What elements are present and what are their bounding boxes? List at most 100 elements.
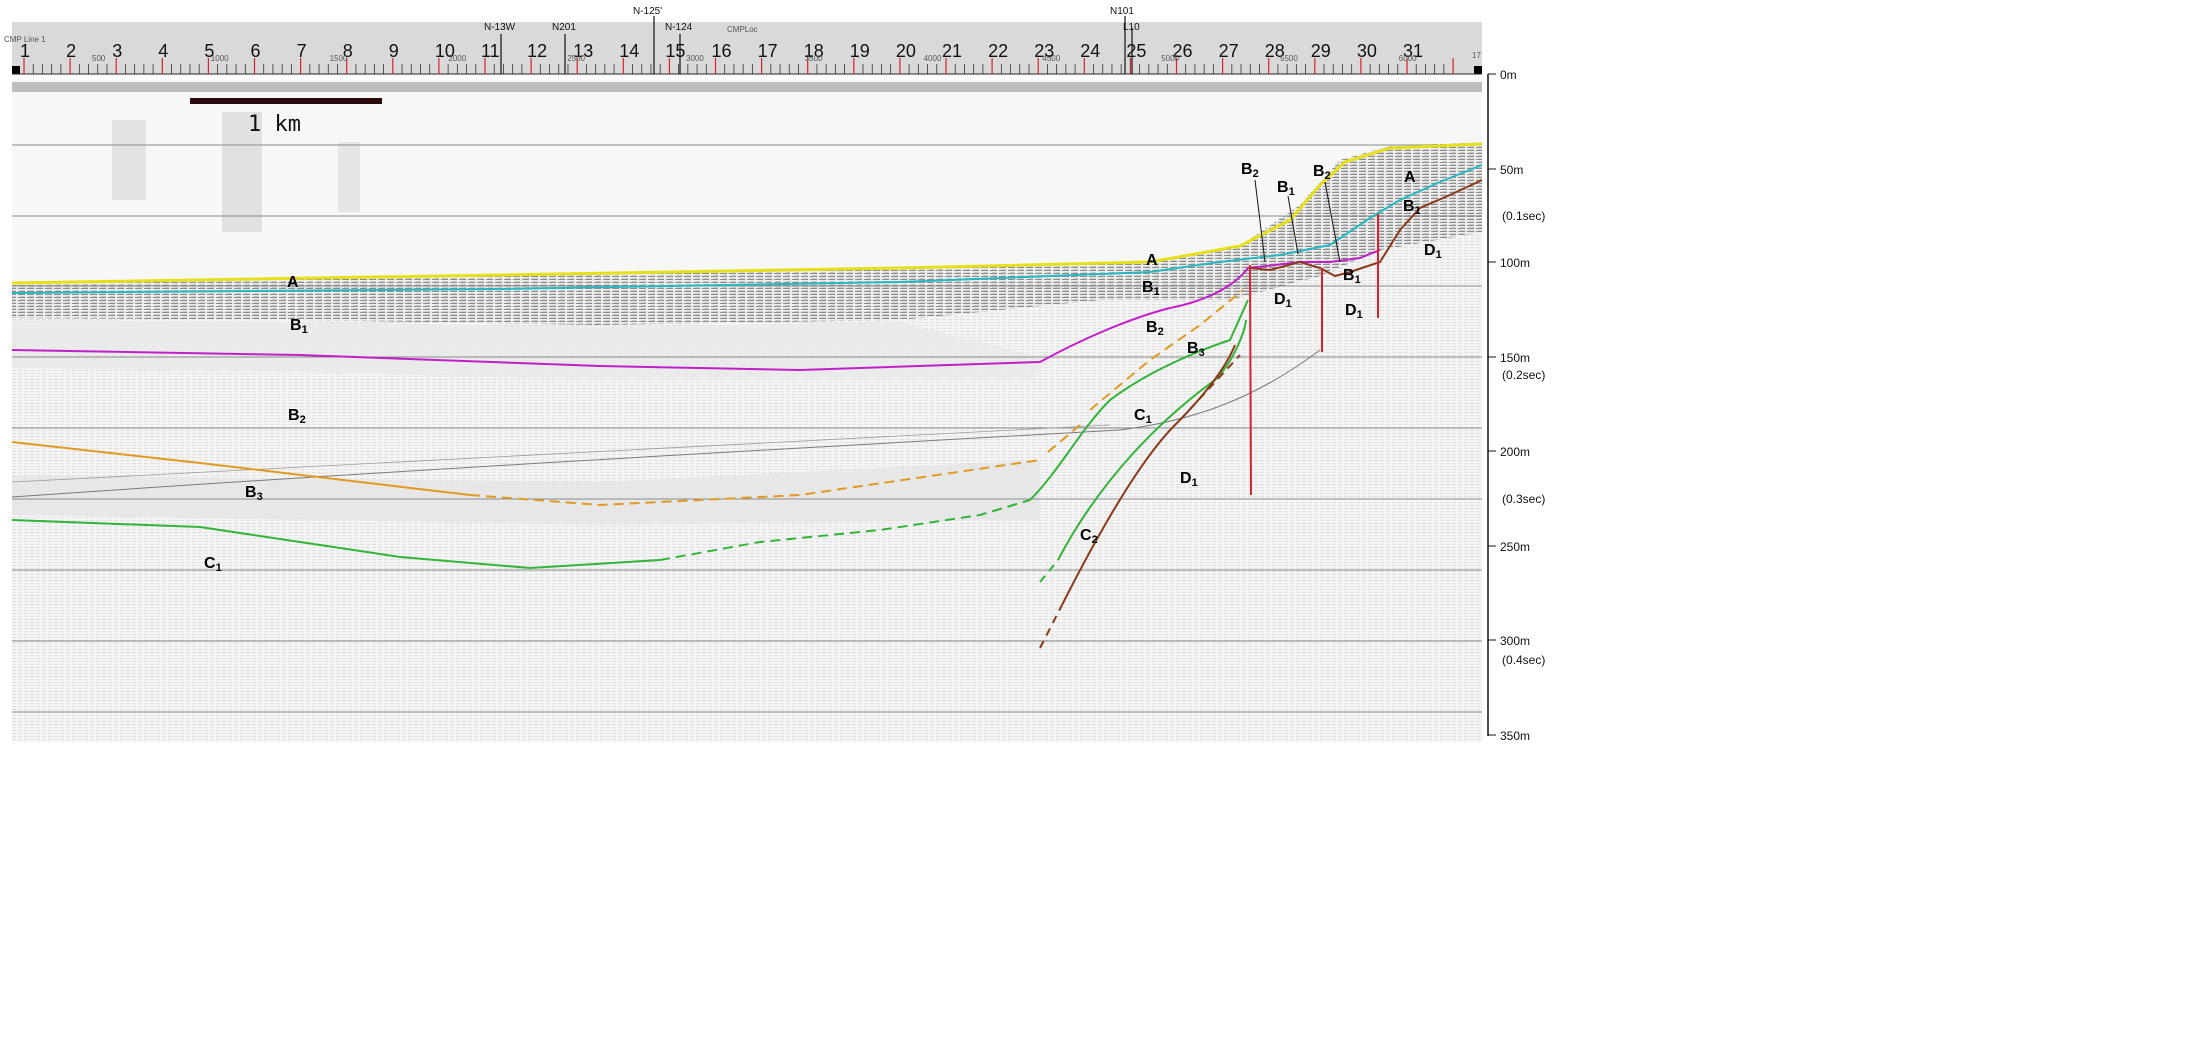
horizon-b3-inferred [469, 289, 1244, 507]
depth-label: 350m [1500, 729, 1530, 742]
horizon-c1-inferred [659, 499, 1031, 561]
ruler-tick-label: 5 [204, 41, 214, 61]
ruler-distance-label: 6000 [1399, 54, 1417, 63]
ruler-distance-label: 3000 [686, 54, 704, 63]
depth-label: 150m [1500, 351, 1530, 365]
ruler-distance-label: 3500 [805, 54, 823, 63]
unit-label: B1 [1277, 179, 1295, 198]
well-label: N101 [1110, 6, 1134, 17]
horizon-a [11, 142, 1483, 285]
horizon-c2-inferred [1039, 354, 1241, 649]
depth-label: 300m [1500, 634, 1530, 648]
ruler-tick-label: 13 [573, 41, 593, 61]
ruler-distance-label: 1500 [330, 54, 348, 63]
cmp-ruler: 1 2 3 4 5 6 7 8 9 10 11 12 13 14 15 16 17 18 19 20 21 22 23 24 2… [4, 22, 1482, 75]
unit-label: D1 [1424, 242, 1442, 261]
time-label: (0.1sec) [1502, 209, 1545, 223]
unit-label: D1 [1345, 302, 1363, 321]
horizons [11, 142, 1483, 649]
unit-label: B2 [1146, 319, 1164, 338]
well-markers: N-13W N201 N-125' N-124 N101 L10 [484, 6, 1140, 74]
depth-label: 100m [1500, 256, 1530, 270]
b2-layered-zone [12, 320, 1050, 380]
horizon-c1 [11, 519, 661, 570]
ruler-distance-label: 2500 [567, 54, 585, 63]
ruler-ticks: 1 2 3 4 5 6 7 8 9 10 11 12 13 14 15 16 17 18 19 20 21 22 23 24 2… [20, 41, 1454, 74]
depth-axis: 0m 50m (0.1sec) 100m 150m (0.2sec) 200m … [1487, 68, 1545, 742]
well-label: N-13W [484, 22, 516, 33]
unit-label: D1 [1180, 470, 1198, 489]
ruler-distance-label: 2000 [448, 54, 466, 63]
unit-label: A [1404, 169, 1416, 186]
ruler-distance-label: 500 [92, 54, 106, 63]
ruler-tick-label: 22 [988, 41, 1008, 61]
unit-label: B2 [288, 407, 306, 426]
horizon-c2 [1061, 344, 1236, 606]
unit-label: B3 [245, 484, 263, 503]
ruler-tick-label: 8 [343, 41, 353, 61]
surface-reflections [12, 82, 1482, 92]
ruler-tick-label: 2 [66, 41, 76, 61]
unit-label: C1 [204, 555, 222, 574]
water-noise-patch [112, 120, 146, 200]
fault-line [1249, 264, 1252, 496]
unit-label: C1 [1134, 407, 1152, 426]
time-label: (0.3sec) [1502, 492, 1545, 506]
scale-bar-line [190, 98, 382, 104]
unit-label: C2 [1080, 527, 1098, 546]
ruler-tick-label: 1 [20, 41, 30, 61]
unit-label: B3 [1187, 340, 1205, 359]
ruler-tick-label: 24 [1080, 41, 1100, 61]
depth-label: 50m [1500, 163, 1523, 177]
depth-label: 250m [1500, 540, 1530, 554]
ruler-tick-label: 30 [1357, 41, 1377, 61]
ruler-tick-label: 6 [251, 41, 261, 61]
ruler-tick-label: 19 [850, 41, 870, 61]
seismic-section [12, 80, 1482, 742]
ruler-distance-label: 4000 [924, 54, 942, 63]
ruler-tick-label: 20 [896, 41, 916, 61]
faults [1249, 214, 1379, 496]
unit-label: B1 [1403, 198, 1421, 217]
ruler-tick-label: 4 [158, 41, 168, 61]
well-label: N201 [552, 22, 576, 33]
ruler-tick-label: 21 [942, 41, 962, 61]
well-label: N-125' [633, 6, 662, 17]
ruler-tick-label: 11 [481, 41, 500, 61]
time-label: (0.4sec) [1502, 653, 1545, 667]
well-label: N-124 [665, 22, 693, 33]
ruler-tick-label: 26 [1173, 41, 1193, 61]
horizon-b3 [11, 441, 471, 496]
unit-label: A [1146, 252, 1158, 269]
horizon-c1-upper [1057, 319, 1247, 561]
unit-label: D1 [1274, 291, 1292, 310]
scale-bar-label: 1 km [248, 112, 301, 137]
ruler-tick-label: 31 [1403, 41, 1423, 61]
depth-label: 200m [1500, 445, 1530, 459]
water-noise-patch [222, 112, 262, 232]
ruler-tick-label: 12 [527, 41, 547, 61]
ruler-distance-label: 5000 [1161, 54, 1179, 63]
ruler-tick-label: 16 [712, 41, 732, 61]
ruler-tick-label: 15 [665, 41, 685, 61]
unit-label: B1 [1142, 279, 1160, 298]
ruler-tick-label: 23 [1034, 41, 1054, 61]
unit-labels: A B1 B2 B3 C1 A B1 B2 B3 C1 C2 D1 B2 B1 … [204, 161, 1442, 574]
horizon-c1-slope [1029, 299, 1249, 501]
label-leaders [1254, 179, 1341, 263]
water-noise-patch [338, 142, 360, 212]
depth-grid [12, 144, 1482, 713]
ruler-tick-label: 27 [1219, 41, 1239, 61]
ruler-right-marker [1474, 66, 1482, 74]
horizon-b2 [11, 249, 1381, 372]
ruler-tick-label: 3 [112, 41, 122, 61]
b3-layered-zone [12, 460, 1040, 525]
ruler-distance-label: 1000 [211, 54, 229, 63]
horizon-c1-lower-dashed [1039, 559, 1059, 583]
time-label: (0.2sec) [1502, 368, 1545, 382]
ruler-tick-label: 17 [758, 41, 778, 61]
ruler-tick-label: 10 [435, 41, 455, 61]
ruler-tick-label: 9 [389, 41, 399, 61]
line-label: CMP Line 1 [4, 35, 46, 44]
ruler-tick-label: 18 [804, 41, 824, 61]
